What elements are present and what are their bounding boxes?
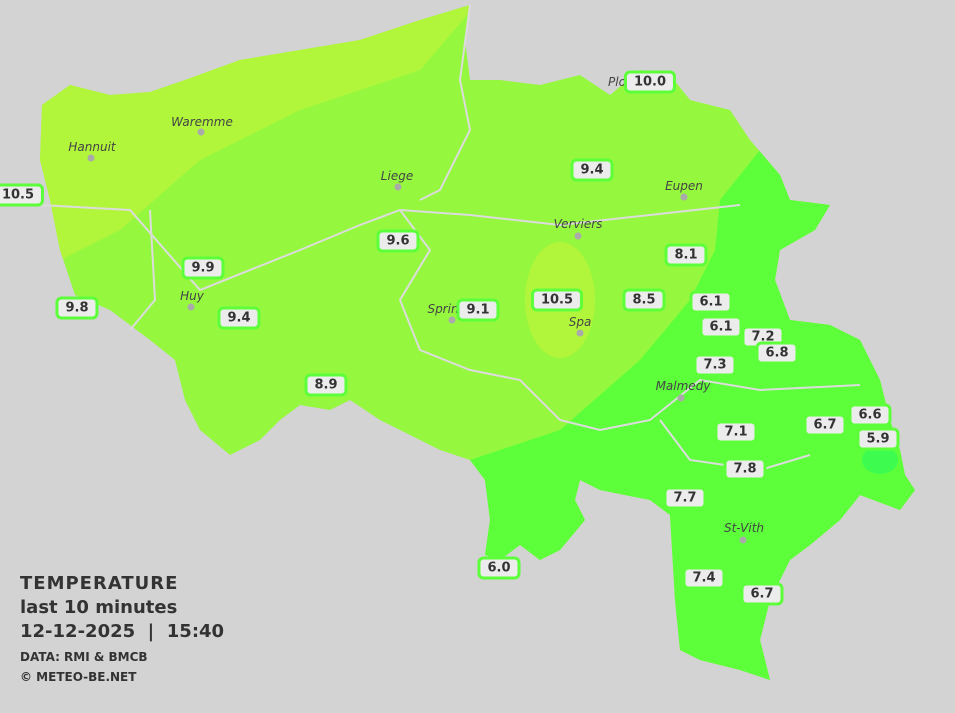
legend-period: last 10 minutes (20, 597, 178, 618)
town-label: Malmedy (655, 379, 711, 393)
map-legend: TEMPERATURE last 10 minutes 12-12-2025 |… (20, 572, 224, 687)
town-label: Waremme (171, 115, 233, 129)
town-label: Sprin (427, 302, 459, 316)
station-value[interactable]: 9.4 (570, 158, 614, 182)
station-value[interactable]: 7.4 (682, 566, 726, 590)
town-label: Plo (608, 75, 626, 89)
zone-6 (862, 446, 898, 474)
station-value[interactable]: 8.5 (622, 288, 666, 312)
station-value[interactable]: 6.0 (477, 556, 521, 580)
town-label: Huy (180, 289, 204, 303)
station-value[interactable]: 7.8 (723, 457, 767, 481)
station-value[interactable]: 9.8 (55, 296, 99, 320)
station-value[interactable]: 6.7 (803, 413, 847, 437)
town-label: Hannuit (68, 140, 116, 154)
town-label: Spa (568, 315, 592, 329)
legend-source: DATA: RMI & BMCB (20, 650, 148, 664)
station-value[interactable]: 8.9 (304, 373, 348, 397)
town-dot (677, 394, 685, 402)
station-value[interactable]: 9.4 (217, 306, 261, 330)
station-value[interactable]: 6.1 (689, 290, 733, 314)
station-value[interactable]: 7.1 (714, 420, 758, 444)
station-value[interactable]: 6.7 (740, 582, 784, 606)
town-dot (574, 232, 582, 240)
station-value[interactable]: 6.1 (699, 315, 743, 339)
town-dot (448, 316, 456, 324)
town-label: St-Vith (723, 521, 765, 535)
town-label: Eupen (665, 179, 703, 193)
station-value[interactable]: 7.7 (663, 486, 707, 510)
town-dot (680, 193, 688, 201)
station-value[interactable]: 7.3 (693, 353, 737, 377)
station-value[interactable]: 6.8 (755, 341, 799, 365)
legend-title: TEMPERATURE (20, 573, 179, 594)
town-label: Verviers (553, 217, 603, 231)
station-value[interactable]: 10.0 (623, 70, 677, 94)
town-dot (87, 154, 95, 162)
station-value[interactable]: 9.1 (456, 298, 500, 322)
station-value[interactable]: 10.5 (530, 288, 584, 312)
station-value[interactable]: 9.6 (376, 229, 420, 253)
station-value[interactable]: 8.1 (664, 243, 708, 267)
station-value[interactable]: 10.5 (0, 183, 45, 207)
legend-datetime: 12-12-2025 | 15:40 (20, 621, 225, 642)
town-dot (394, 183, 402, 191)
station-value[interactable]: 6.6 (848, 403, 892, 427)
town-dot (576, 329, 584, 337)
legend-copyright: © METEO-BE.NET (20, 670, 137, 684)
station-value[interactable]: 9.9 (181, 256, 225, 280)
station-value[interactable]: 5.9 (856, 427, 900, 451)
town-dot (197, 128, 205, 136)
town-label: Liege (380, 169, 414, 183)
town-dot (739, 536, 747, 544)
town-dot (187, 303, 195, 311)
